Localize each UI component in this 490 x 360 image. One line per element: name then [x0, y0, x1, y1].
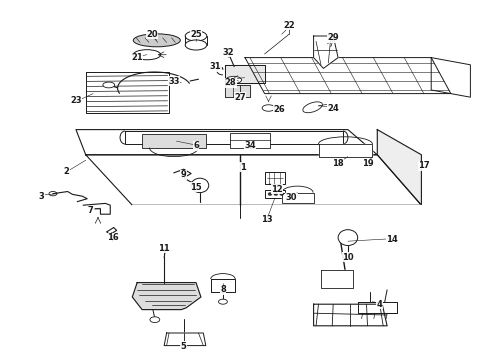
Polygon shape: [225, 65, 265, 83]
Polygon shape: [321, 270, 353, 288]
Ellipse shape: [274, 193, 278, 195]
Text: 33: 33: [168, 77, 180, 85]
Text: 28: 28: [224, 78, 236, 87]
Ellipse shape: [226, 76, 242, 84]
Ellipse shape: [268, 193, 272, 195]
Polygon shape: [125, 131, 343, 144]
Polygon shape: [358, 302, 397, 313]
Text: 6: 6: [193, 141, 199, 150]
Text: 19: 19: [362, 159, 373, 168]
Polygon shape: [86, 155, 421, 205]
Ellipse shape: [133, 34, 180, 47]
Text: 29: 29: [327, 33, 339, 42]
Polygon shape: [225, 85, 250, 97]
Text: 30: 30: [286, 194, 297, 202]
Polygon shape: [314, 36, 338, 68]
Text: 21: 21: [131, 53, 143, 62]
Text: 1: 1: [240, 163, 245, 172]
Ellipse shape: [262, 105, 275, 111]
Polygon shape: [377, 130, 421, 205]
Text: 26: 26: [273, 105, 285, 114]
Polygon shape: [132, 283, 201, 310]
Text: 25: 25: [190, 30, 202, 39]
Text: 10: 10: [342, 253, 354, 262]
Text: 15: 15: [190, 183, 202, 192]
Bar: [265, 172, 285, 184]
Text: 17: 17: [418, 161, 430, 170]
Bar: [230, 133, 270, 148]
Text: 16: 16: [107, 233, 119, 242]
Text: 27: 27: [234, 93, 246, 102]
Text: 13: 13: [261, 215, 273, 224]
Text: 24: 24: [327, 104, 339, 112]
Ellipse shape: [219, 299, 227, 304]
Polygon shape: [282, 193, 314, 203]
Polygon shape: [86, 72, 169, 113]
Polygon shape: [164, 333, 206, 346]
Ellipse shape: [338, 230, 358, 246]
Polygon shape: [211, 279, 235, 292]
Text: 20: 20: [146, 30, 158, 39]
Ellipse shape: [185, 31, 207, 41]
Polygon shape: [431, 58, 470, 97]
Bar: [142, 134, 206, 148]
Ellipse shape: [133, 50, 161, 60]
Text: 12: 12: [271, 184, 283, 194]
Ellipse shape: [150, 317, 160, 323]
Ellipse shape: [280, 193, 284, 195]
Text: 14: 14: [386, 235, 398, 244]
Text: 2: 2: [63, 166, 69, 175]
Text: 23: 23: [70, 96, 82, 105]
Text: 18: 18: [332, 159, 344, 168]
Text: 11: 11: [158, 244, 170, 253]
Text: 8: 8: [220, 285, 226, 294]
Polygon shape: [314, 304, 387, 326]
Text: 9: 9: [181, 170, 187, 179]
Ellipse shape: [103, 82, 115, 88]
Ellipse shape: [303, 102, 322, 113]
Text: 32: 32: [222, 48, 234, 57]
Text: 22: 22: [283, 21, 295, 30]
Text: 34: 34: [244, 141, 256, 150]
Text: 4: 4: [377, 300, 383, 309]
Polygon shape: [245, 58, 451, 94]
Polygon shape: [318, 144, 372, 157]
Bar: [265, 190, 285, 198]
Text: 3: 3: [39, 192, 45, 201]
Ellipse shape: [191, 178, 209, 193]
Ellipse shape: [185, 40, 207, 50]
Text: 31: 31: [210, 62, 221, 71]
Polygon shape: [132, 205, 421, 212]
Polygon shape: [76, 130, 377, 155]
Text: 5: 5: [181, 342, 187, 351]
Text: 7: 7: [88, 206, 94, 215]
